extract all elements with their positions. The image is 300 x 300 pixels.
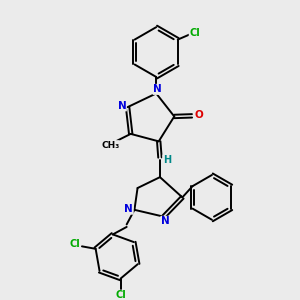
Text: N: N: [118, 101, 126, 111]
Text: N: N: [153, 84, 162, 94]
Text: Cl: Cl: [70, 239, 80, 249]
Text: O: O: [194, 110, 203, 120]
Text: H: H: [163, 155, 171, 165]
Text: Cl: Cl: [189, 28, 200, 38]
Text: N: N: [124, 204, 133, 214]
Text: CH₃: CH₃: [101, 141, 119, 150]
Text: Cl: Cl: [115, 290, 126, 300]
Text: N: N: [161, 216, 170, 226]
